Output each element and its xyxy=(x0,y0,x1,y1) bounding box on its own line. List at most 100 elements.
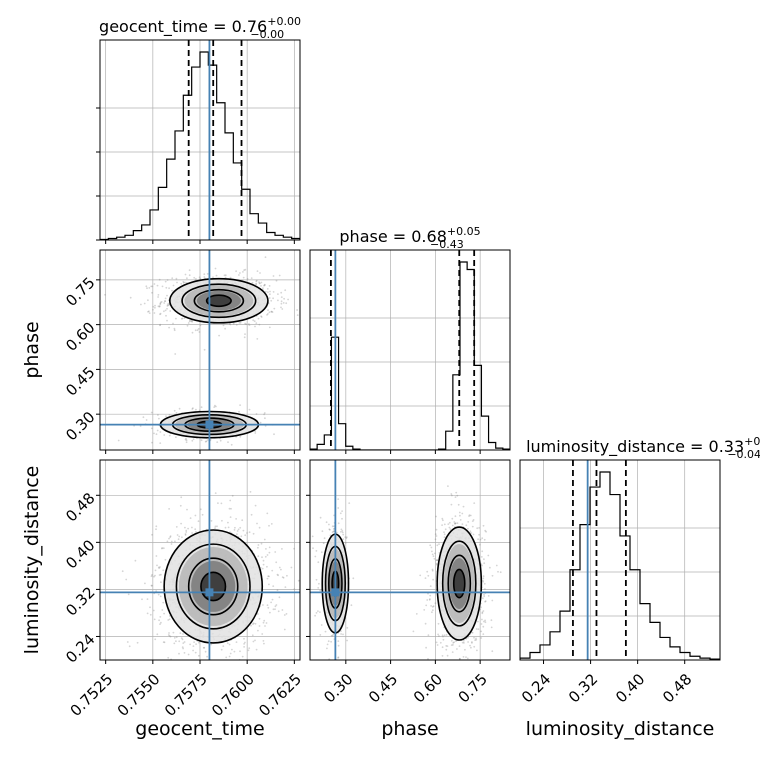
scatter-point xyxy=(348,502,351,504)
scatter-point xyxy=(453,521,456,523)
scatter-point xyxy=(435,515,437,518)
scatter-point xyxy=(312,547,314,550)
scatter-point xyxy=(175,640,177,643)
truth-1-2 xyxy=(310,460,510,660)
scatter-point xyxy=(477,628,480,631)
scatter-point xyxy=(202,646,205,649)
scatter-point xyxy=(258,323,261,326)
x-tick-label-phase: 0.30 xyxy=(320,670,356,706)
scatter-point xyxy=(277,293,279,295)
scatter-point xyxy=(269,290,271,293)
scatter-point xyxy=(244,333,246,335)
scatter-point xyxy=(159,623,161,625)
contour-line xyxy=(175,543,251,630)
scatter-point xyxy=(259,421,262,424)
scatter-point xyxy=(164,280,167,283)
scatter-point xyxy=(459,514,461,517)
scatter-point xyxy=(164,309,167,312)
scatter-point xyxy=(134,559,137,562)
scatter-point xyxy=(153,432,155,435)
scatter-point xyxy=(268,311,271,314)
scatter-point xyxy=(458,657,461,660)
scatter-point xyxy=(489,566,491,569)
scatter-point xyxy=(267,606,270,609)
scatter-point xyxy=(465,524,468,527)
scatter-point xyxy=(184,533,187,535)
scatter-point xyxy=(263,642,265,645)
scatter-point xyxy=(267,575,270,578)
scatter-point xyxy=(254,639,256,642)
scatter-point xyxy=(149,606,151,609)
scatter-point xyxy=(181,638,184,641)
scatter-point xyxy=(454,522,456,525)
scatter-point xyxy=(175,317,177,320)
scatter-point xyxy=(458,657,461,660)
scatter-point xyxy=(481,611,484,614)
scatter-point xyxy=(269,293,271,296)
scatter-point xyxy=(127,593,130,596)
scatter-point xyxy=(223,274,226,277)
scatter-point xyxy=(250,513,253,516)
scatter-point xyxy=(435,535,438,537)
scatter-point xyxy=(156,564,158,567)
scatter-point xyxy=(340,630,342,633)
scatter-point xyxy=(180,637,183,639)
scatter-point xyxy=(185,529,188,532)
scatter-point xyxy=(212,276,214,279)
scatter-point xyxy=(194,329,197,332)
scatter-point xyxy=(481,537,484,540)
scatter-point xyxy=(263,283,266,286)
scatter-point xyxy=(226,642,229,645)
scatter-point xyxy=(268,583,270,586)
scatter-point xyxy=(419,574,422,577)
scatter-point xyxy=(159,303,162,305)
contour-line xyxy=(441,540,477,627)
scatter-point xyxy=(282,576,285,579)
scatter-point xyxy=(214,404,216,407)
scatter-point xyxy=(217,662,219,664)
scatter-point xyxy=(219,439,222,442)
scatter-point xyxy=(203,276,206,278)
scatter-point xyxy=(165,286,168,289)
scatter-point xyxy=(194,528,197,531)
scatter-point xyxy=(477,538,479,541)
scatter-point xyxy=(270,310,273,313)
scatter-point xyxy=(263,619,266,622)
scatter-point xyxy=(185,437,187,440)
scatter-point xyxy=(438,635,440,637)
scatter-point xyxy=(228,643,231,646)
scatter-point xyxy=(437,622,440,625)
scatter-point xyxy=(237,528,240,531)
scatter-point xyxy=(462,656,465,658)
truth-marker xyxy=(331,588,340,597)
scatter-point xyxy=(150,575,153,578)
scatter-point xyxy=(443,634,446,637)
scatter-point xyxy=(152,609,155,612)
scatter-point xyxy=(332,530,335,533)
scatter-point xyxy=(412,630,415,633)
scatter-point xyxy=(167,304,170,307)
scatter-point xyxy=(427,574,430,577)
scatter-point xyxy=(162,601,165,604)
scatter-point xyxy=(159,442,162,444)
scatter-point xyxy=(169,535,172,537)
scatter-point xyxy=(230,443,233,446)
scatter-point xyxy=(227,521,229,524)
scatter-point xyxy=(285,302,288,305)
scatter-point xyxy=(198,331,201,333)
scatter-point xyxy=(175,436,177,439)
y-tick-label-luminosity_distance: 0.40 xyxy=(62,536,98,572)
scatter-point xyxy=(468,515,470,517)
scatter-point xyxy=(126,641,129,643)
scatter-point xyxy=(157,593,160,596)
scatter-point xyxy=(220,648,223,651)
scatter-point xyxy=(227,441,229,443)
scatter-point xyxy=(244,641,246,644)
scatter-point xyxy=(166,540,169,543)
scatter-point xyxy=(256,270,259,272)
scatter-point xyxy=(155,528,157,531)
scatter-point xyxy=(346,639,348,642)
scatter-point xyxy=(424,622,427,625)
scatter-point xyxy=(285,613,288,615)
scatter-point xyxy=(157,296,160,298)
